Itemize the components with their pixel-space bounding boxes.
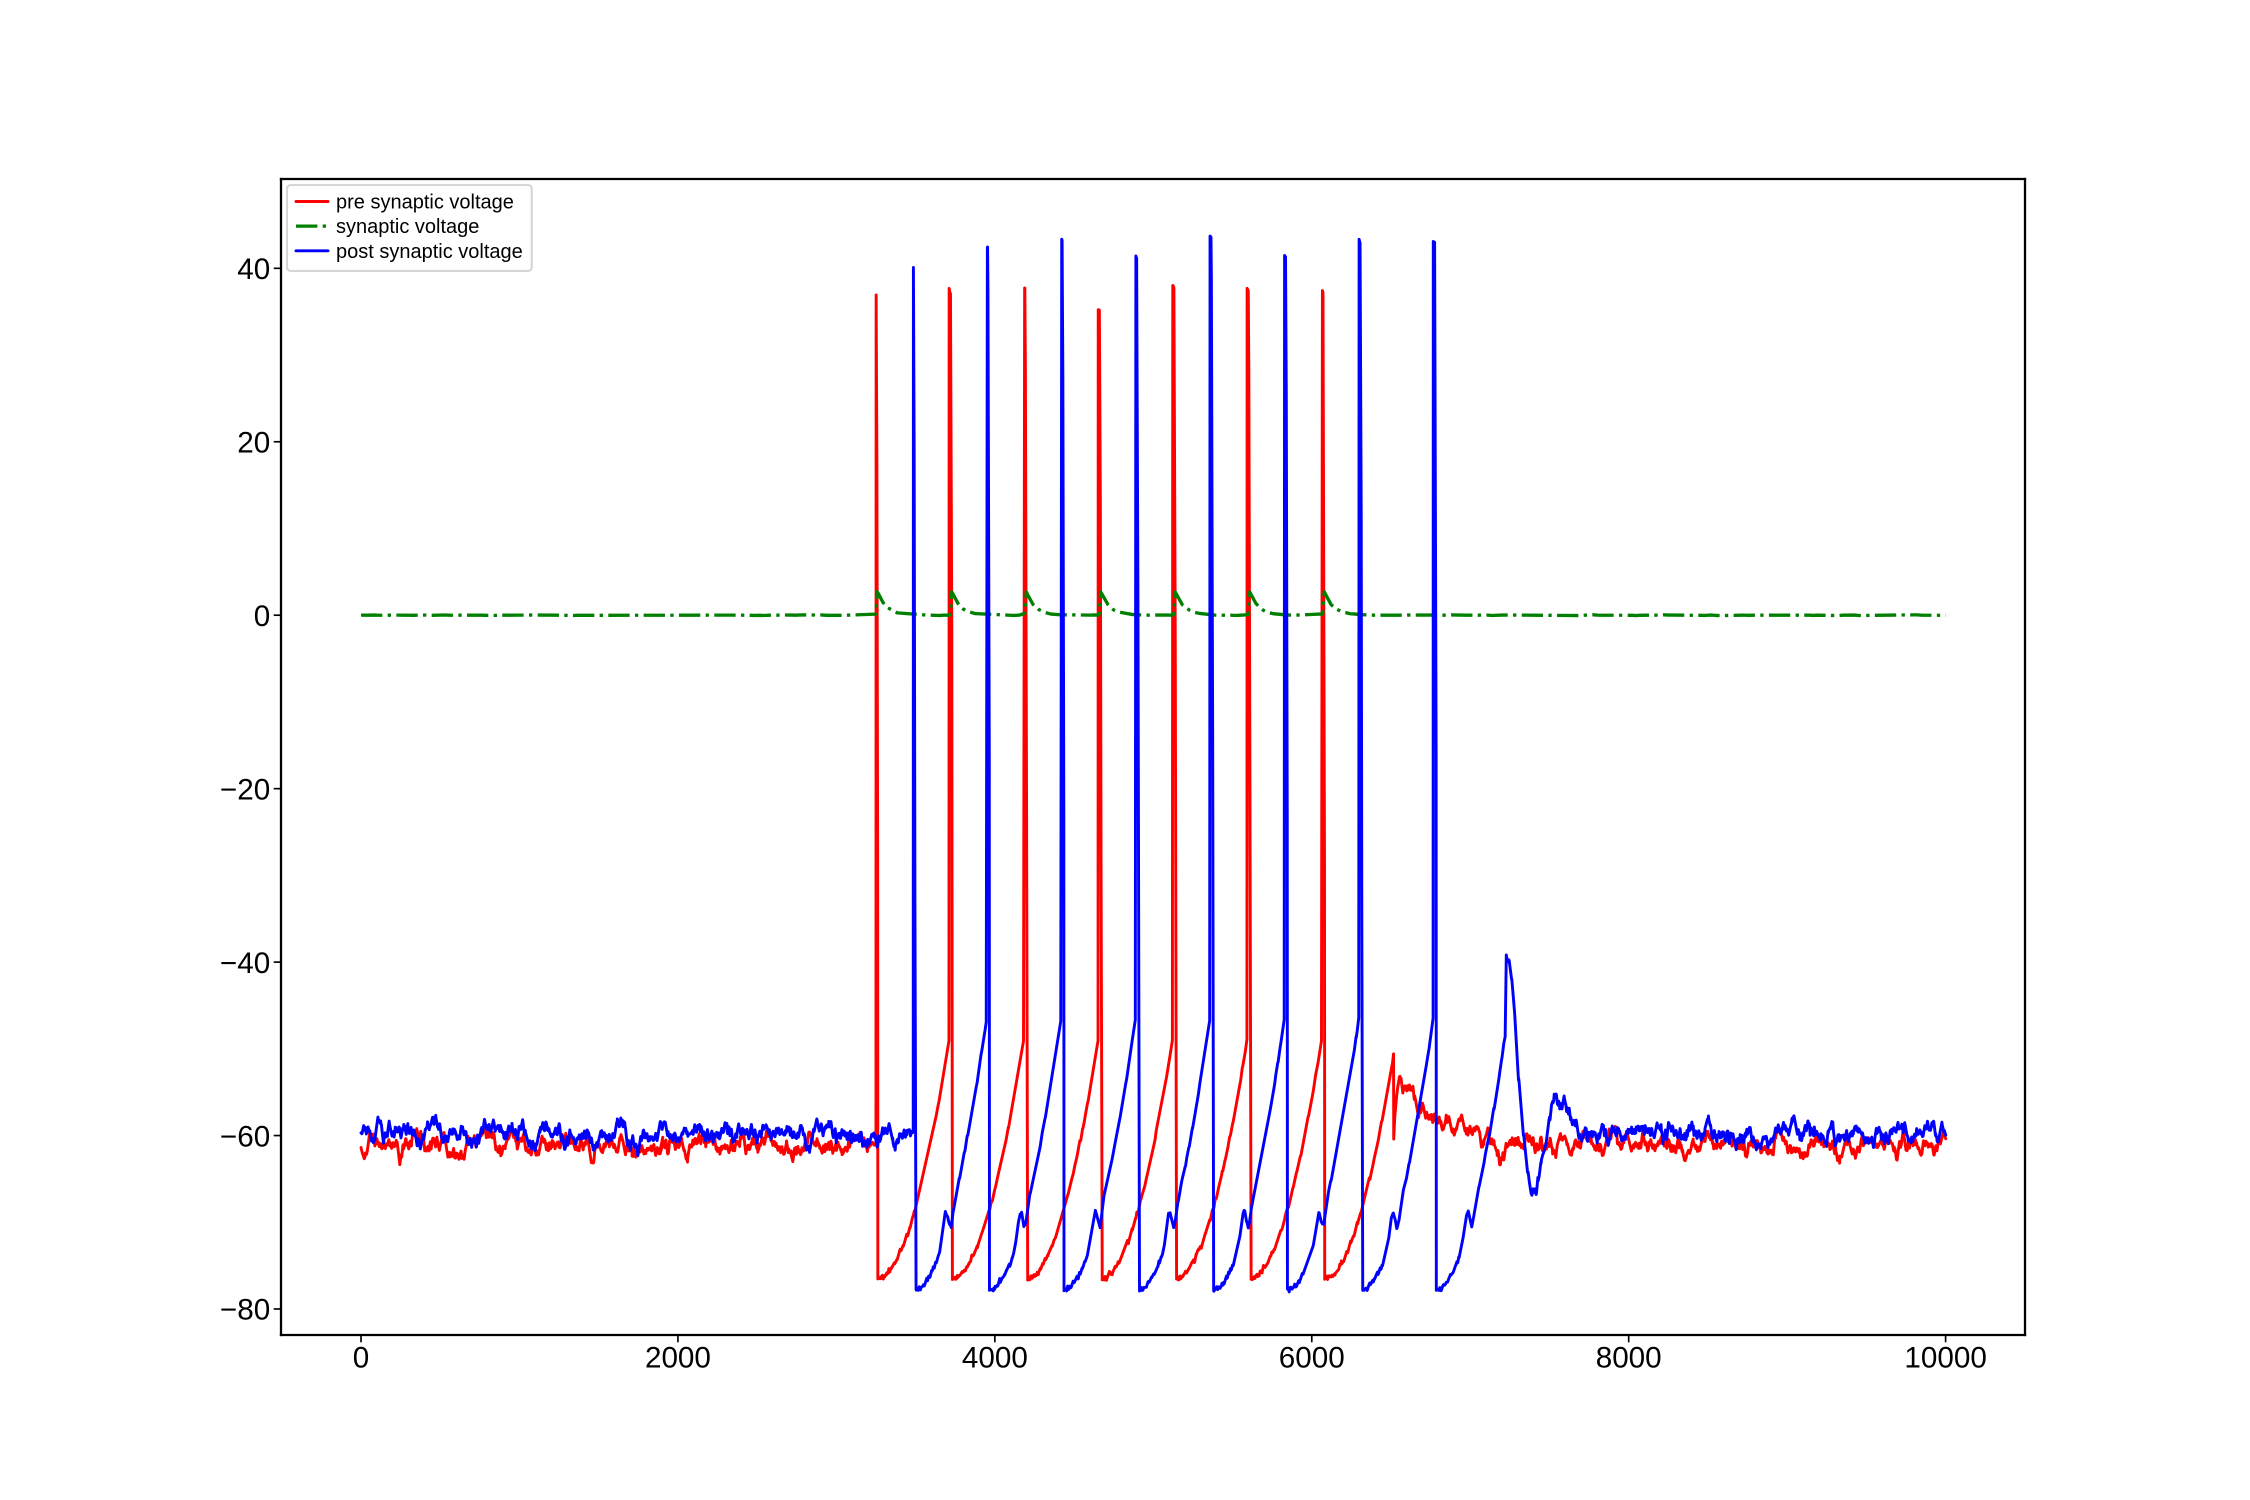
svg-text:2000: 2000 — [645, 1341, 711, 1374]
svg-text:−20: −20 — [220, 773, 270, 806]
svg-text:post synaptic voltage: post synaptic voltage — [336, 241, 523, 263]
svg-text:pre synaptic voltage: pre synaptic voltage — [336, 191, 514, 213]
svg-text:8000: 8000 — [1596, 1341, 1662, 1374]
svg-text:40: 40 — [237, 253, 270, 286]
svg-text:4000: 4000 — [962, 1341, 1028, 1374]
svg-text:10000: 10000 — [1904, 1341, 1986, 1374]
svg-text:−60: −60 — [220, 1120, 270, 1153]
svg-text:0: 0 — [353, 1341, 370, 1374]
svg-text:−40: −40 — [220, 947, 270, 980]
svg-text:20: 20 — [237, 427, 270, 460]
svg-text:−80: −80 — [220, 1294, 270, 1327]
svg-text:synaptic voltage: synaptic voltage — [336, 216, 479, 238]
svg-text:6000: 6000 — [1279, 1341, 1345, 1374]
svg-text:0: 0 — [254, 600, 271, 633]
